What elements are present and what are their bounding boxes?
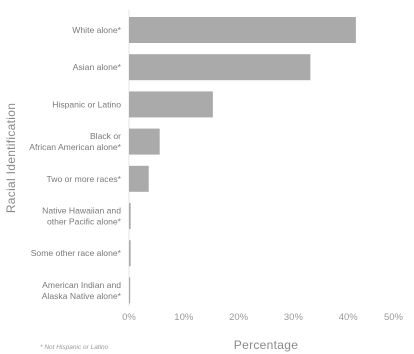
category-label: American Indian and Alaska Native alone* bbox=[42, 280, 122, 301]
x-tick-label: 30% bbox=[284, 312, 304, 323]
category-label: White alone* bbox=[72, 25, 121, 35]
x-tick-label: 50% bbox=[384, 312, 404, 323]
category-label: Hispanic or Latino bbox=[52, 99, 121, 109]
category-labels-group: White alone* Asian alone* Hispanic or Lati… bbox=[29, 25, 121, 301]
bar bbox=[129, 54, 311, 81]
category-label: Native Hawaiian and other Pacific alone* bbox=[42, 206, 121, 227]
bar bbox=[129, 91, 213, 118]
category-label: Black or African American alone* bbox=[29, 131, 121, 152]
bar bbox=[129, 240, 131, 267]
category-label: Asian alone* bbox=[73, 62, 122, 72]
x-tick-label: 40% bbox=[339, 312, 359, 323]
category-label: Some other race alone* bbox=[31, 248, 122, 258]
category-label: Two or more races* bbox=[46, 174, 121, 184]
x-tick-label: 20% bbox=[229, 312, 249, 323]
bar bbox=[129, 128, 160, 155]
y-axis-title: Racial Identification bbox=[4, 103, 18, 213]
bars-group bbox=[129, 17, 356, 304]
bar bbox=[129, 17, 356, 43]
x-axis-title: Percentage bbox=[234, 338, 298, 352]
bar bbox=[129, 277, 131, 304]
x-tick-labels-group: 0% 10% 20% 30% 40% 50% bbox=[122, 312, 403, 323]
bar bbox=[129, 203, 131, 229]
x-tick-label: 0% bbox=[122, 312, 136, 323]
x-tick-label: 10% bbox=[174, 312, 194, 323]
footnote: * Not Hispanic or Latino bbox=[40, 344, 109, 351]
bar bbox=[129, 165, 149, 192]
